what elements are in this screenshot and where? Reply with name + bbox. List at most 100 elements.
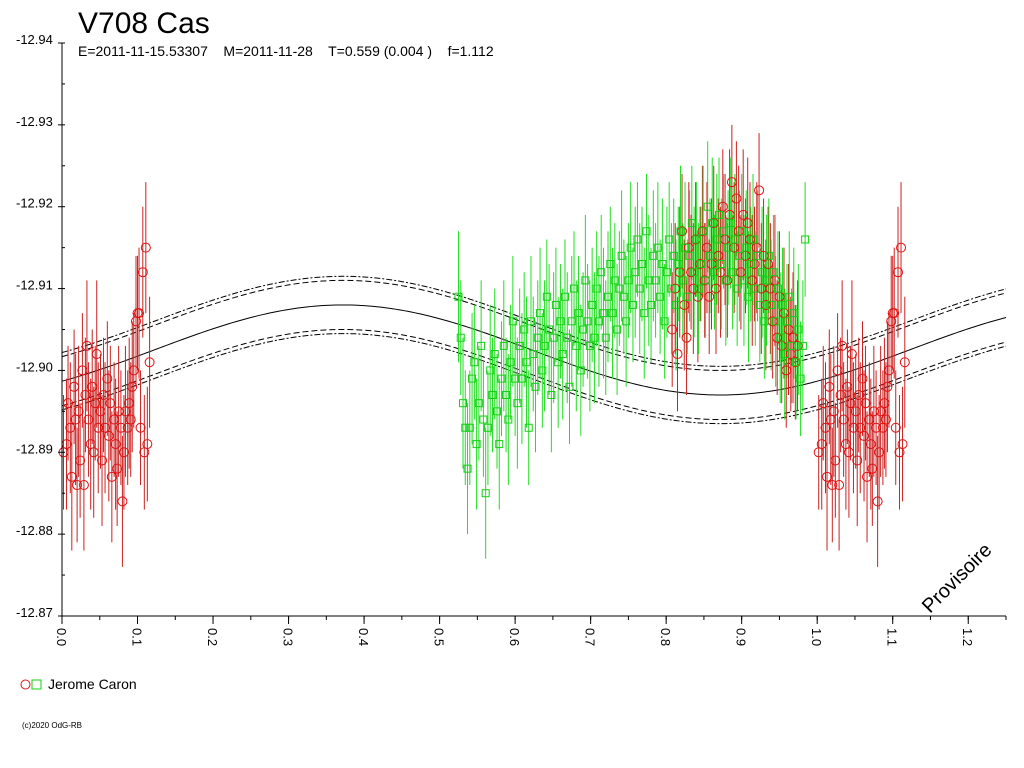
data-point-square bbox=[767, 300, 776, 309]
legend-label: Jerome Caron bbox=[48, 676, 137, 692]
data-point-square bbox=[459, 399, 468, 408]
data-point-square bbox=[792, 358, 801, 367]
data-point-square bbox=[597, 268, 606, 277]
data-point-square bbox=[789, 309, 798, 318]
y-tick-label: -12.89 bbox=[16, 441, 53, 456]
data-point-circle bbox=[837, 340, 848, 351]
data-point-circle bbox=[127, 381, 138, 392]
data-point-square bbox=[744, 292, 753, 301]
data-point-circle bbox=[827, 480, 838, 491]
data-point-square bbox=[615, 284, 624, 293]
data-point-circle bbox=[681, 332, 692, 343]
data-point-circle bbox=[142, 439, 153, 450]
data-point-square bbox=[540, 341, 549, 350]
data-point-square bbox=[504, 415, 513, 424]
data-point-square bbox=[703, 202, 712, 211]
data-point-circle bbox=[124, 398, 135, 409]
data-point-circle bbox=[852, 455, 863, 466]
data-point-circle bbox=[830, 455, 841, 466]
data-point-circle bbox=[824, 381, 835, 392]
data-point-circle bbox=[113, 406, 124, 417]
data-point-circle bbox=[855, 422, 866, 433]
data-point-circle bbox=[781, 365, 792, 376]
data-point-square bbox=[547, 390, 556, 399]
data-point-circle bbox=[134, 308, 145, 319]
data-point-square bbox=[481, 489, 490, 498]
data-point-circle bbox=[843, 447, 854, 458]
data-point-square bbox=[712, 235, 721, 244]
data-point-square bbox=[570, 284, 579, 293]
data-point-circle bbox=[102, 373, 113, 384]
data-point-circle bbox=[110, 439, 121, 450]
data-point-square bbox=[563, 333, 572, 342]
data-point-square bbox=[758, 268, 767, 277]
data-point-circle bbox=[125, 414, 136, 425]
chart-title: V708 Cas bbox=[78, 7, 210, 40]
data-point-square bbox=[529, 350, 538, 359]
data-point-square bbox=[585, 341, 594, 350]
data-point-circle bbox=[75, 455, 86, 466]
data-point-circle bbox=[686, 267, 697, 278]
data-point-square bbox=[801, 235, 810, 244]
data-point-circle bbox=[845, 398, 856, 409]
data-point-square bbox=[522, 358, 531, 367]
data-point-square bbox=[787, 341, 796, 350]
x-tick-label: 0.0 bbox=[54, 628, 69, 646]
data-point-circle bbox=[137, 267, 148, 278]
data-point-square bbox=[649, 251, 658, 260]
data-point-square bbox=[676, 227, 685, 236]
data-point-square bbox=[631, 268, 640, 277]
data-point-circle bbox=[87, 381, 98, 392]
data-point-circle bbox=[144, 357, 155, 368]
data-point-square bbox=[463, 464, 472, 473]
data-point-square bbox=[581, 276, 590, 285]
data-point-circle bbox=[100, 422, 111, 433]
data-point-square bbox=[667, 284, 676, 293]
data-point-square bbox=[773, 284, 782, 293]
data-point-circle bbox=[742, 218, 753, 229]
data-point-square bbox=[538, 366, 547, 375]
data-point-square bbox=[760, 317, 769, 326]
data-point-square bbox=[579, 325, 588, 334]
x-tick-label: 0.5 bbox=[432, 628, 447, 646]
data-point-circle bbox=[896, 242, 907, 253]
data-point-circle bbox=[893, 267, 904, 278]
data-point-circle bbox=[677, 226, 688, 237]
data-point-square bbox=[778, 300, 787, 309]
data-point-circle bbox=[672, 349, 683, 360]
data-point-square bbox=[599, 309, 608, 318]
data-point-circle bbox=[834, 480, 845, 491]
data-point-circle bbox=[722, 275, 733, 286]
data-point-circle bbox=[875, 406, 886, 417]
data-point-square bbox=[733, 284, 742, 293]
data-point-circle bbox=[65, 422, 76, 433]
x-tick-label: 1.0 bbox=[809, 628, 824, 646]
data-point-square bbox=[508, 317, 517, 326]
data-point-circle bbox=[850, 406, 861, 417]
tick-labels: -12.94 -12.93 -12.92 -12.91 -12.90 -12.89 -12.… bbox=[16, 32, 975, 646]
data-point-square bbox=[513, 399, 522, 408]
data-point-square bbox=[461, 423, 470, 432]
y-tick-label: -12.91 bbox=[16, 278, 53, 293]
data-point-square bbox=[794, 325, 803, 334]
data-point-circle bbox=[97, 455, 108, 466]
data-point-square bbox=[699, 227, 708, 236]
data-point-square bbox=[662, 268, 671, 277]
data-point-circle bbox=[760, 299, 771, 310]
data-point-circle bbox=[818, 398, 829, 409]
data-point-square bbox=[624, 276, 633, 285]
data-point-square bbox=[549, 333, 558, 342]
data-point-circle bbox=[832, 365, 843, 376]
data-point-circle bbox=[91, 349, 102, 360]
data-point-circle bbox=[726, 177, 737, 188]
data-point-circle bbox=[865, 439, 876, 450]
data-point-square bbox=[520, 325, 529, 334]
data-point-circle bbox=[897, 439, 908, 450]
data-point-circle bbox=[835, 389, 846, 400]
data-point-circle bbox=[883, 365, 894, 376]
data-point-square bbox=[694, 284, 703, 293]
data-point-circle bbox=[879, 398, 890, 409]
data-point-square bbox=[628, 300, 637, 309]
data-point-square bbox=[606, 260, 615, 269]
